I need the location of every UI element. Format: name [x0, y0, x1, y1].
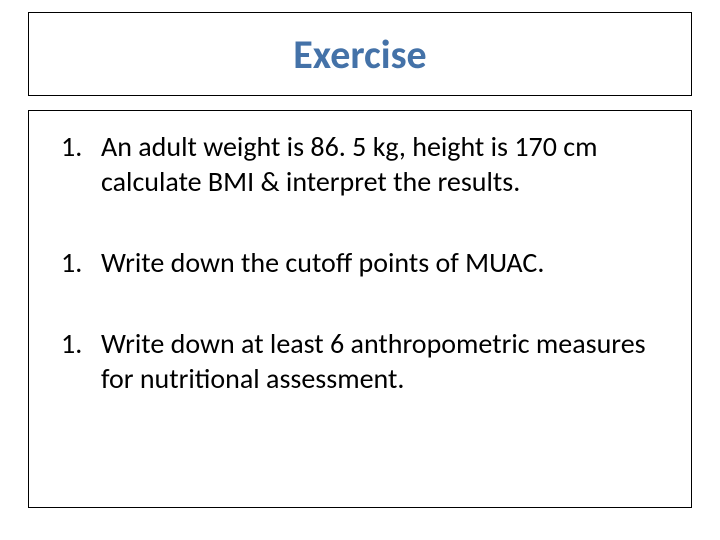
- list-item: 1. Write down at least 6 anthropometric …: [57, 326, 663, 396]
- list-item: 1. Write down the cutoff points of MUAC.: [57, 245, 663, 280]
- title-container: Exercise: [28, 12, 692, 96]
- item-text: Write down the cutoff points of MUAC.: [101, 245, 663, 280]
- item-number: 1.: [57, 129, 101, 199]
- item-number: 1.: [57, 326, 101, 396]
- item-text: An adult weight is 86. 5 kg, height is 1…: [101, 129, 663, 199]
- content-container: 1. An adult weight is 86. 5 kg, height i…: [28, 110, 692, 508]
- item-number: 1.: [57, 245, 101, 280]
- slide-title: Exercise: [293, 30, 426, 79]
- list-item: 1. An adult weight is 86. 5 kg, height i…: [57, 129, 663, 199]
- item-text: Write down at least 6 anthropometric mea…: [101, 326, 663, 396]
